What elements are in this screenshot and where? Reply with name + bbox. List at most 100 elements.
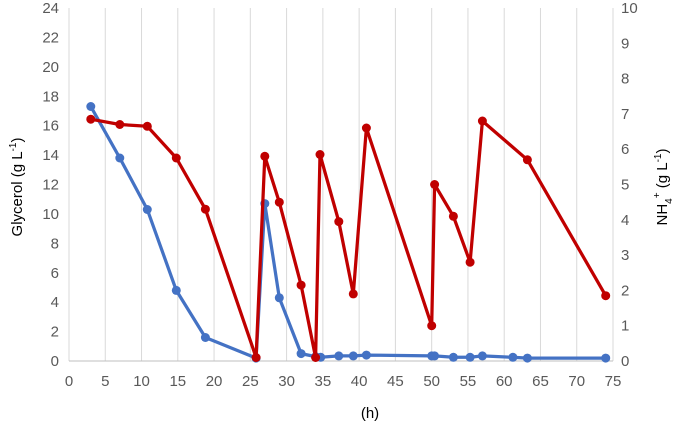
x-tick-label-12: 60 [496, 373, 513, 390]
series-0-point-3 [171, 285, 181, 295]
series-1-point-6 [260, 151, 270, 161]
y-right-title-sup1: + [652, 192, 663, 198]
series-0-point-17 [465, 352, 475, 362]
y-left-tick-label-4: 8 [51, 235, 59, 252]
series-1-point-12 [348, 289, 358, 299]
x-tick-label-0: 0 [65, 373, 73, 390]
x-tick-label-13: 65 [532, 373, 549, 390]
x-tick-label-6: 30 [278, 373, 295, 390]
gridlines [68, 8, 614, 362]
series-1-point-20 [601, 291, 611, 301]
series-0-point-19 [508, 352, 518, 362]
y-right-tick-label-7: 7 [621, 106, 629, 123]
series-1-point-9 [311, 353, 321, 362]
x-tick-label-2: 10 [133, 373, 150, 390]
series-0-point-21 [601, 353, 611, 363]
series-1-point-16 [448, 211, 458, 221]
series-1-point-10 [315, 150, 325, 159]
y-right-axis-title: NH4+ (g L-1) [652, 149, 675, 226]
y-right-title-main: NH [654, 204, 671, 226]
x-tick-label-10: 50 [423, 373, 440, 390]
y-right-title-mid: (g L [654, 162, 671, 192]
series-1-point-4 [200, 204, 210, 214]
x-tick-label-8: 40 [351, 373, 368, 390]
y-left-tick-label-1: 2 [51, 324, 59, 341]
series-1-point-18 [477, 116, 487, 126]
x-tick-label-15: 75 [605, 373, 622, 390]
series-0-point-7 [274, 293, 284, 303]
x-axis-title: (h) [361, 405, 379, 422]
series-0-point-4 [200, 333, 210, 342]
x-tick-label-1: 5 [101, 373, 109, 390]
series-0-point-18 [477, 351, 487, 361]
y-right-tick-label-9: 9 [621, 35, 629, 52]
y-left-axis-title: Glycerol (g L-1) [8, 138, 26, 237]
x-tick-label-4: 20 [206, 373, 223, 390]
series-0-line [89, 104, 608, 360]
series-0-point-16 [448, 352, 458, 362]
y-right-title-sup2: -1 [653, 153, 664, 162]
y-left-tick-label-7: 14 [42, 147, 59, 164]
series-1-point-3 [171, 153, 181, 163]
y-right-title-close: ) [654, 149, 671, 154]
y-right-tick-label-1: 1 [621, 318, 629, 335]
series-1 [86, 114, 611, 362]
series-1-point-15 [430, 180, 440, 189]
y-right-tick-labels: 0 1 2 3 4 5 6 7 8 9 10 [621, 0, 638, 370]
series-0 [86, 102, 611, 363]
series-0-point-11 [334, 351, 344, 361]
series-1-point-11 [334, 217, 344, 227]
series-1-point-19 [522, 155, 532, 165]
series-0-point-2 [142, 205, 152, 214]
x-tick-label-5: 25 [242, 373, 259, 390]
series-0-point-20 [522, 353, 532, 363]
x-tick-label-11: 55 [460, 373, 477, 390]
y-left-tick-label-0: 0 [51, 353, 59, 370]
x-tick-label-3: 15 [169, 373, 186, 390]
series-0-point-1 [115, 153, 125, 163]
series-0-point-8 [296, 349, 306, 359]
series-1-line [89, 117, 608, 360]
y-right-tick-label-2: 2 [621, 282, 629, 299]
y-left-tick-label-8: 16 [42, 118, 59, 135]
y-right-tick-label-0: 0 [621, 353, 629, 370]
x-tick-label-7: 35 [315, 373, 332, 390]
y-right-tick-label-6: 6 [621, 141, 629, 158]
y-left-tick-label-10: 20 [42, 59, 59, 76]
series-layer [86, 102, 611, 363]
series-0-point-13 [361, 350, 371, 360]
y-left-tick-label-3: 6 [51, 265, 59, 282]
y-right-tick-label-8: 8 [621, 71, 629, 88]
y-left-title-close: ) [9, 138, 26, 143]
y-right-title-sub: 4 [664, 198, 675, 204]
series-0-point-12 [348, 351, 358, 361]
series-1-point-8 [296, 280, 306, 290]
x-tick-label-14: 70 [568, 373, 585, 390]
y-right-tick-label-4: 4 [621, 212, 629, 229]
series-1-point-7 [274, 197, 284, 207]
y-left-tick-label-11: 22 [42, 29, 59, 46]
y-left-tick-label-12: 24 [42, 0, 59, 17]
y-left-title-main: Glycerol (g L [9, 151, 26, 236]
series-1-point-13 [361, 123, 371, 133]
series-0-point-15 [430, 351, 440, 361]
series-0-point-0 [86, 102, 96, 111]
series-1-point-1 [115, 120, 125, 129]
series-1-point-5 [251, 353, 261, 362]
y-right-tick-label-5: 5 [621, 177, 629, 194]
y-left-tick-label-2: 4 [51, 294, 59, 311]
y-left-tick-label-5: 10 [42, 206, 59, 223]
x-tick-label-9: 45 [387, 373, 404, 390]
series-1-point-0 [86, 114, 96, 124]
y-left-tick-label-6: 12 [42, 177, 59, 194]
series-1-point-17 [465, 257, 475, 267]
series-1-point-2 [142, 121, 152, 131]
series-1-point-14 [427, 321, 437, 331]
y-left-title-sup: -1 [8, 142, 19, 151]
y-left-tick-label-9: 18 [42, 88, 59, 105]
y-right-tick-label-10: 10 [621, 0, 638, 17]
x-tick-labels: 0 5 10 15 20 25 30 35 40 45 50 55 60 65 70 75 [65, 373, 622, 390]
y-right-tick-label-3: 3 [621, 247, 629, 264]
